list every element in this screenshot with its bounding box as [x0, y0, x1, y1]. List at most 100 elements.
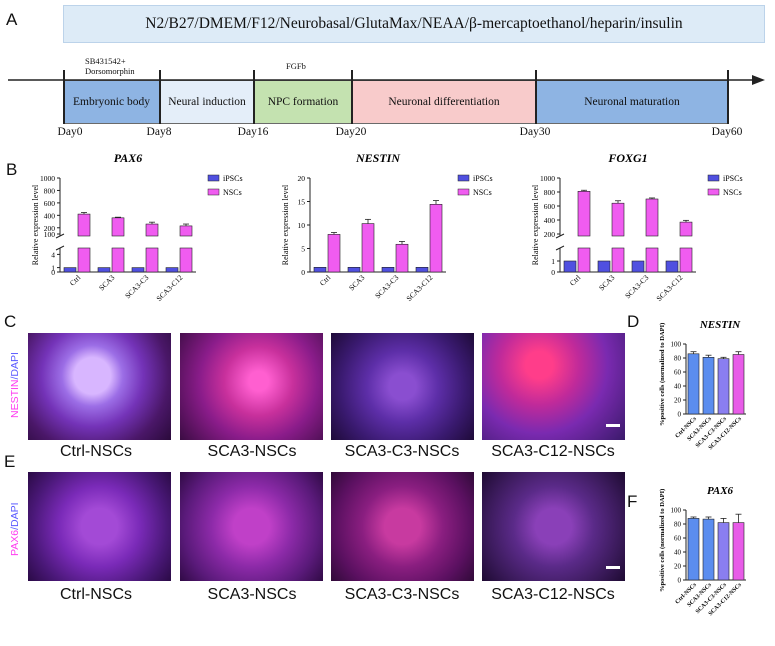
y-tick-label: 600	[544, 202, 556, 211]
y-tick-label: 0	[51, 268, 55, 277]
chart-title: FOXG1	[607, 151, 647, 165]
chart-title: NESTIN	[355, 151, 401, 165]
x-tick-label: SCA3-C12	[404, 273, 434, 303]
legend-swatch	[457, 174, 470, 182]
tick-day0	[63, 70, 65, 124]
y-tick-label: 80	[674, 521, 682, 529]
y-tick-label: 1000	[40, 174, 55, 183]
bar-nscs	[77, 213, 91, 237]
y-tick-label: 20	[674, 397, 682, 405]
axis-break-mark	[55, 233, 65, 239]
bar-nscs	[679, 221, 693, 237]
chart-title: PAX6	[114, 151, 142, 165]
day-label: Day60	[711, 126, 743, 138]
bar-nscs	[577, 247, 591, 273]
y-axis-label: Relative expression level	[31, 184, 40, 265]
bar-nscs	[679, 247, 693, 273]
chart-pax6-positive: PAX6 %positive cells (normalized to DAPI)…	[659, 485, 746, 617]
label-ctrl-nscs: Ctrl-NSCs	[60, 443, 132, 460]
y-tick-label: 0	[678, 411, 682, 419]
legend-label: iPSCs	[223, 174, 243, 183]
stain-dapi: /DAPI	[9, 352, 21, 380]
bar-ipscs	[415, 267, 429, 273]
legend-label: NSCs	[473, 188, 492, 197]
micrograph-ctrl-nestin	[28, 333, 171, 440]
y-axis-label: %positive cells (normalized to DAPI)	[659, 489, 666, 592]
x-tick-label: SCA3-C3	[123, 273, 150, 300]
micrograph-sca3-nestin	[180, 333, 323, 440]
legend-swatch	[207, 174, 220, 182]
bar-nscs	[577, 190, 591, 237]
y-tick-label: 800	[44, 186, 56, 195]
bar-nscs	[645, 198, 659, 237]
y-tick-label: 60	[674, 535, 682, 543]
chart-foxg1-expression: FOXG1 Relative expression level 0 1 200 400 60…	[531, 151, 743, 303]
bar-ipscs	[563, 260, 577, 273]
timeline-arrow	[8, 75, 765, 85]
day-label: Day16	[237, 126, 269, 138]
bar-nscs	[645, 247, 659, 273]
label-sca3-nscs: SCA3-NSCs	[207, 586, 297, 603]
bar-ipscs	[665, 260, 679, 273]
legend-label: NSCs	[223, 188, 242, 197]
panel-label-b: B	[6, 160, 18, 179]
y-tick-label: 200	[44, 224, 56, 233]
label-sca3c3-nscs: SCA3-C3-NSCs	[344, 443, 460, 460]
y-tick-label: 400	[544, 216, 556, 225]
x-tick-label: Ctrl	[568, 273, 583, 288]
bar-nscs	[327, 234, 341, 273]
legend-swatch	[457, 188, 470, 196]
y-tick-label: 600	[44, 199, 56, 208]
legend-label: iPSCs	[723, 174, 743, 183]
x-tick-label: SCA3-C12	[154, 273, 184, 303]
y-axis-label: %positive cells (normalized to DAPI)	[659, 323, 666, 426]
x-tick-label: SCA3-C12	[654, 273, 684, 303]
y-tick-label: 100	[671, 341, 682, 349]
stain-nestin: NESTIN	[9, 379, 21, 418]
y-tick-label: 100	[44, 230, 56, 239]
chart-nestin-expression: NESTIN Relative expression level 0 5 10 15 20 C…	[281, 151, 493, 303]
label-sca3c12-nscs: SCA3-C12-NSCs	[491, 443, 615, 460]
stain-dapi: /DAPI	[9, 502, 21, 530]
y-tick-label: 1	[51, 264, 55, 273]
y-tick-label: 5	[301, 245, 305, 254]
stain-label-nestin-dapi: NESTIN/DAPI	[9, 352, 21, 418]
bar-ipscs	[313, 267, 327, 273]
tick-day20	[351, 70, 353, 124]
micrograph-sca3c3-pax6	[331, 472, 474, 581]
annotation-dorsomorphin: Dorsomorphin	[85, 66, 135, 76]
bar	[717, 522, 730, 581]
bar	[702, 518, 715, 581]
axis-break-gap	[56, 236, 196, 248]
y-tick-label: 200	[544, 230, 556, 239]
bar-nscs	[611, 202, 625, 237]
stage-neural-induction: Neural induction	[160, 80, 254, 124]
micrograph-sca3c3-nestin	[331, 333, 474, 440]
y-tick-label: 60	[674, 369, 682, 377]
y-tick-label: 20	[674, 563, 682, 571]
y-tick-label: 100	[671, 507, 682, 515]
legend-label: iPSCs	[473, 174, 493, 183]
bar-ipscs	[63, 267, 77, 273]
annotation-fgfb: FGFb	[286, 61, 306, 71]
y-tick-label: 15	[298, 198, 306, 207]
bar-ipscs	[97, 267, 111, 273]
day-label: Day20	[335, 126, 367, 138]
bar	[732, 522, 745, 581]
bar	[717, 358, 730, 415]
bar-ipscs	[381, 267, 395, 273]
bar-nscs	[145, 247, 159, 273]
panel-label-d: D	[627, 312, 640, 331]
bar-ipscs	[347, 267, 361, 273]
y-tick-label: 0	[551, 268, 555, 277]
bar-ipscs	[131, 267, 145, 273]
y-tick-label: 800	[544, 188, 556, 197]
stain-label-pax6-dapi: PAX6/DAPI	[9, 502, 21, 556]
bar-ipscs	[165, 267, 179, 273]
panel-label-f: F	[627, 492, 638, 511]
label-sca3c3-nscs: SCA3-C3-NSCs	[344, 586, 460, 603]
x-tick-label: Ctrl	[318, 273, 333, 288]
axis-break-mark	[555, 233, 565, 239]
axis-break-gap	[556, 236, 696, 248]
